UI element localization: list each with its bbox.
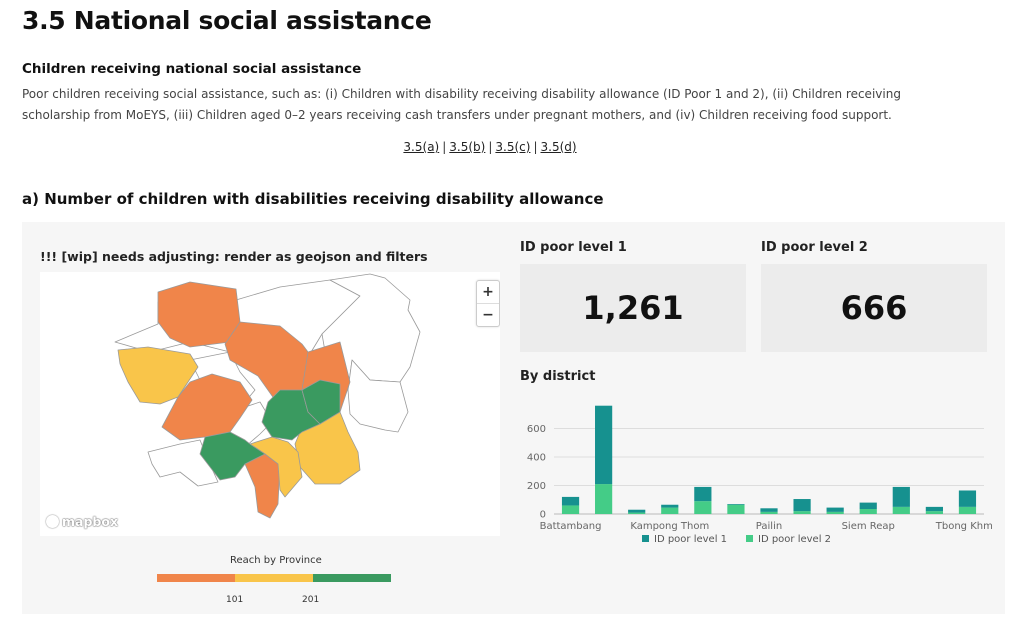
chart-section-heading: a) Number of children with disabilities … [22,190,604,208]
legend-tick-101: 101 [226,595,244,605]
bar-id-poor-2-5 [727,504,745,514]
kpi-value-id-poor-2: 666 [840,289,908,327]
kpi-label-id-poor-1: ID poor level 1 [520,240,627,255]
bar-id-poor-2-3 [661,507,679,514]
map-zoom-control: + − [476,280,500,327]
bar-id-poor-2-0 [561,505,580,514]
bar-id-poor-1-10 [892,486,910,507]
bar-id-poor-2-11 [925,511,943,514]
legend-swatch-mid [235,574,313,582]
province-yellow-west[interactable] [117,346,199,405]
legend-label-id-poor-1: ID poor level 1 [654,534,727,545]
map-legend-title: Reach by Province [230,555,322,566]
province-yellow-mid[interactable] [249,436,303,498]
province-orange-nw[interactable] [157,281,241,348]
kpi-value-id-poor-1: 1,261 [582,289,684,327]
legend-tick-201: 201 [302,595,320,605]
page-title: 3.5 National social assistance [22,6,432,35]
bar-id-poor-1-12 [958,490,977,507]
mapbox-logo-text: mapbox [62,514,119,529]
map-legend-colorbar [157,574,391,582]
y-tick-label-0: 0 [540,510,546,521]
zoom-in-button[interactable]: + [482,284,494,300]
x-tick-label-0: Battambang [540,521,602,532]
bar-id-poor-1-9 [859,502,877,510]
section-subtitle: Children receiving national social assis… [22,61,362,77]
district-bar-chart: 0 200 400 600 Battambang Kampong Thom Pailin Si… [514,390,999,552]
bar-id-poor-1-11 [925,506,943,512]
bar-id-poor-2-4 [694,501,712,514]
bar-id-poor-2-6 [760,511,778,514]
bar-id-poor-1-8 [826,507,844,512]
bar-id-poor-1-2 [628,509,646,513]
district-chart-svg: 0 200 400 600 Battambang Kampong Thom Pailin Si… [527,405,999,545]
kpi-label-id-poor-2: ID poor level 2 [761,240,868,255]
province-map[interactable]: + − mapbox [40,272,500,536]
bar-id-poor-1-1 [595,405,613,485]
map-svg [114,273,421,519]
province-green-ne[interactable] [301,379,341,425]
province-white-east[interactable] [347,359,409,433]
y-tick-label-400: 400 [527,453,546,464]
section-links: 3.5(a) | 3.5(b) | 3.5(c) | 3.5(d) [403,140,577,154]
legend-swatch-high [313,574,391,582]
legend-swatch-low [157,574,235,582]
bar-id-poor-1-4 [694,486,712,502]
kpi-card-id-poor-1: 1,261 [520,264,746,352]
x-tick-label-6: Pailin [756,521,782,532]
mapbox-logo-icon [46,515,59,528]
kpi-card-id-poor-2: 666 [761,264,987,352]
bar-id-poor-2-2 [628,512,646,514]
mapbox-logo[interactable]: mapbox [46,514,118,529]
y-tick-label-200: 200 [527,481,546,492]
x-tick-label-12: Tbong Khmu [935,521,992,532]
bar-id-poor-1-7 [793,499,811,512]
link-3-5-b[interactable]: 3.5(b) [449,140,486,154]
province-green-south[interactable] [199,431,266,481]
y-tick-label-600: 600 [527,424,546,435]
bar-id-poor-2-10 [892,506,910,514]
bar-id-poor-2-9 [859,509,877,514]
bar-id-poor-2-12 [958,506,977,514]
bar-id-poor-1-3 [661,504,679,508]
section-description: Poor children receiving social assistanc… [22,87,901,122]
legend-swatch-id-poor-2 [746,535,753,542]
bar-id-poor-1-0 [561,496,580,506]
legend-label-id-poor-2: ID poor level 2 [758,534,831,545]
link-3-5-d[interactable]: 3.5(d) [540,140,577,154]
link-3-5-c[interactable]: 3.5(c) [495,140,531,154]
legend-swatch-id-poor-1 [642,535,649,542]
bar-id-poor-2-7 [793,511,811,514]
district-chart-title: By district [520,369,596,384]
x-tick-label-9: Siem Reap [842,521,895,532]
bar-id-poor-2-1 [595,484,613,514]
bar-id-poor-2-8 [826,511,844,514]
bar-id-poor-1-5 [727,504,745,505]
map-title: !!! [wip] needs adjusting: render as geo… [40,249,428,264]
x-tick-label-3: Kampong Thom [630,521,709,532]
zoom-out-button[interactable]: − [477,303,499,326]
dashboard-panel: !!! [wip] needs adjusting: render as geo… [22,222,1005,614]
link-3-5-a[interactable]: 3.5(a) [403,140,440,154]
bar-id-poor-1-6 [760,508,778,512]
